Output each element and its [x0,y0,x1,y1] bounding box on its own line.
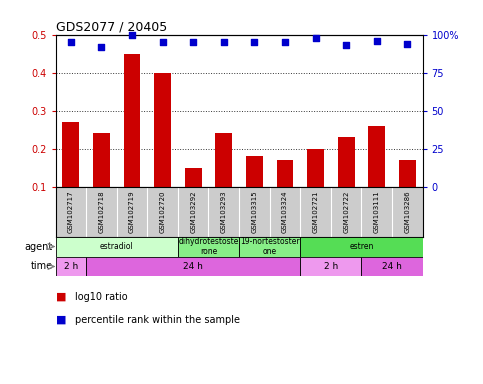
Bar [361,257,423,276]
Point [403,41,411,47]
Bar [369,126,385,225]
Bar [215,133,232,225]
Point [251,39,258,45]
Point [128,31,136,38]
Bar [124,54,141,225]
Bar [277,160,293,225]
Point [342,42,350,48]
Point [220,39,227,45]
Bar [178,237,239,257]
Text: 2 h: 2 h [64,262,78,271]
Text: 24 h: 24 h [382,262,402,271]
Text: GSM102721: GSM102721 [313,190,319,233]
Text: GSM103293: GSM103293 [221,190,227,233]
Bar [300,257,361,276]
Text: GSM103324: GSM103324 [282,190,288,233]
Text: GSM102722: GSM102722 [343,190,349,233]
Bar [62,122,79,225]
Bar [86,257,300,276]
Text: 19-nortestoster
one: 19-nortestoster one [240,237,299,256]
Text: GSM103292: GSM103292 [190,190,196,233]
Point [281,39,289,45]
Bar [185,168,201,225]
Text: GSM102720: GSM102720 [159,190,166,233]
Text: GSM103286: GSM103286 [404,190,411,233]
Bar [246,156,263,225]
Bar [154,73,171,225]
Text: dihydrotestoste
rone: dihydrotestoste rone [178,237,239,256]
Text: ■: ■ [56,292,66,302]
Text: GSM102719: GSM102719 [129,190,135,233]
Text: ■: ■ [56,315,66,325]
Bar [300,237,423,257]
Text: GSM103315: GSM103315 [251,190,257,233]
Point [67,39,75,45]
Point [189,39,197,45]
Text: percentile rank within the sample: percentile rank within the sample [75,315,240,325]
Text: GSM103111: GSM103111 [374,190,380,233]
Point [312,35,319,41]
Point [373,38,381,44]
Text: GSM102717: GSM102717 [68,190,74,233]
Text: GDS2077 / 20405: GDS2077 / 20405 [56,20,167,33]
Bar [399,160,416,225]
Text: estradiol: estradiol [100,242,134,251]
Text: 2 h: 2 h [324,262,338,271]
Text: log10 ratio: log10 ratio [75,292,128,302]
Point [159,39,167,45]
Bar [338,137,355,225]
Bar [93,133,110,225]
Bar [56,257,86,276]
Text: agent: agent [25,242,53,252]
Point [98,44,105,50]
Bar [239,237,300,257]
Bar [307,149,324,225]
Text: 24 h: 24 h [183,262,203,271]
Text: estren: estren [349,242,374,251]
Text: GSM102718: GSM102718 [99,190,104,233]
Text: time: time [31,262,53,271]
Bar [56,237,178,257]
